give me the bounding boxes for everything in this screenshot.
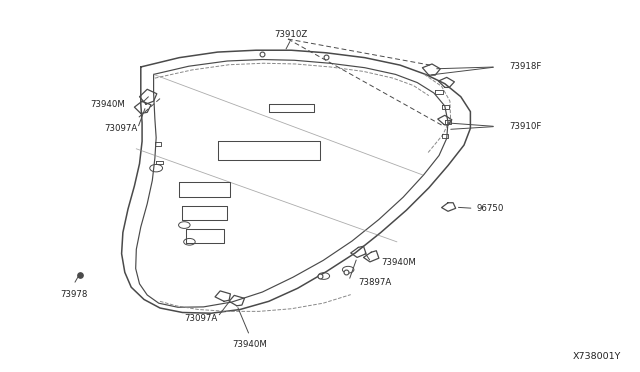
Text: 73897A: 73897A bbox=[358, 278, 392, 287]
Text: 73097A: 73097A bbox=[104, 124, 138, 133]
Text: 73940M: 73940M bbox=[381, 258, 415, 267]
Text: 73910Z: 73910Z bbox=[275, 30, 308, 39]
Text: 73940M: 73940M bbox=[232, 340, 267, 349]
Text: X738001Y: X738001Y bbox=[572, 352, 621, 361]
Text: 73918F: 73918F bbox=[509, 62, 541, 71]
Text: 73097A: 73097A bbox=[184, 314, 218, 323]
Text: 73940M: 73940M bbox=[90, 100, 125, 109]
Text: 96750: 96750 bbox=[477, 204, 504, 213]
Text: 73910F: 73910F bbox=[509, 122, 541, 131]
Text: 73978: 73978 bbox=[60, 290, 87, 299]
